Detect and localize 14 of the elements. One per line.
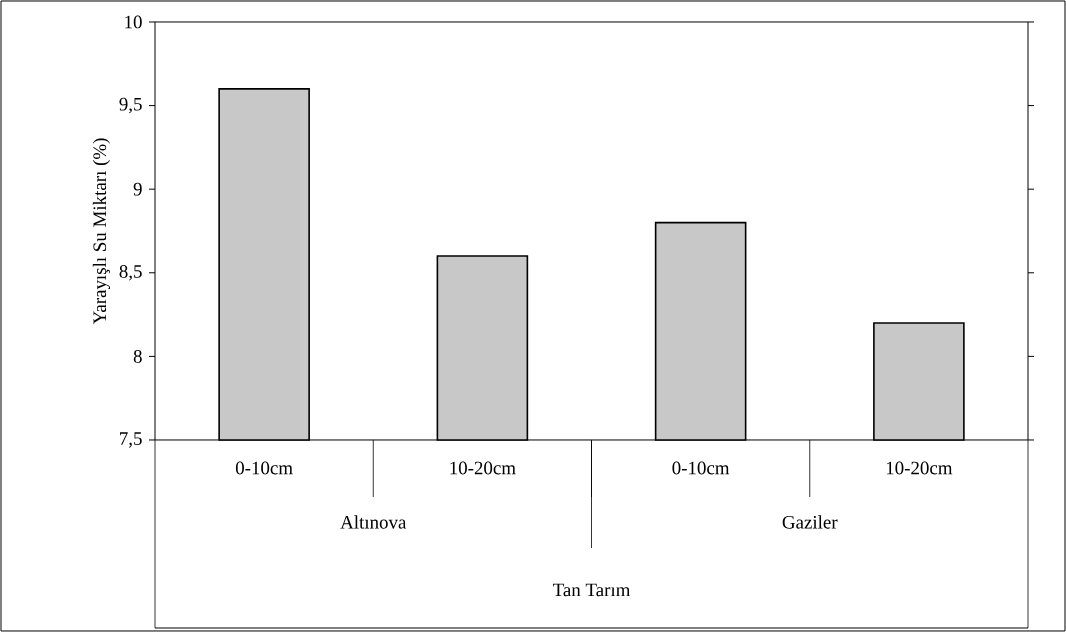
y-tick-label: 8,5 [119, 265, 142, 281]
text: Gaziler [782, 515, 838, 529]
text: Altınova [340, 515, 407, 529]
x-tick-label: 10-20cm [450, 461, 516, 475]
y-tick-label: 8 [133, 350, 142, 363]
text: Tan Tarım [552, 583, 631, 597]
y-axis-title: Yarayışlı Su Miktarı (%) [92, 138, 111, 325]
y-tick-label: 9 [133, 182, 142, 196]
x-tick-label: 0-10cm [672, 461, 730, 475]
y-tick-label: 9,5 [119, 97, 142, 114]
y-tick-label: 10 [125, 15, 142, 29]
x-tick-label: 0-10cm [235, 461, 293, 475]
y-tick-label: 7,5 [120, 432, 142, 448]
x-tick-label: 10-20cm [886, 461, 953, 475]
